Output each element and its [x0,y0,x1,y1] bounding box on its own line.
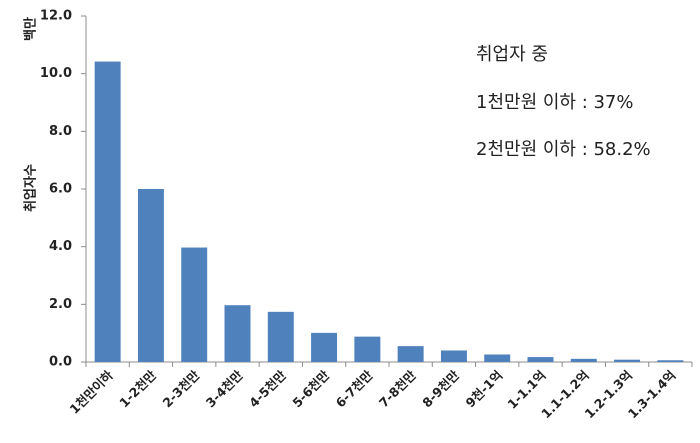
bar [181,247,208,362]
bar [484,354,511,362]
x-tick-label: 1-2천만 [116,367,159,410]
x-tick-label: 2-3천만 [159,367,202,410]
x-tick-label: 8-9천만 [419,367,462,410]
x-tick-label: 7-8천만 [376,367,419,410]
x-tick-label: 6-7천만 [333,367,376,410]
x-tick-label: 3-4천만 [203,367,246,410]
bar [354,336,381,362]
x-tick-label: 1-1.1억 [504,368,548,412]
y-tick-label: 4.0 [49,239,72,254]
bar [311,332,338,362]
x-tick-label: 4-5천만 [246,367,289,410]
bar [614,359,641,362]
bar [440,350,467,362]
annotation-line-2: 1천만원 이하 : 37% [476,92,634,113]
x-tick-labels: 1천만이하 1-2천만 2-3천만 3-4천만 4-5천만 5-6천만 6-7천만 7-8천만… [66,362,693,422]
annotation-line-3: 2천만원 이하 : 58.2% [476,139,651,160]
bar [527,357,554,362]
bar [570,358,597,362]
x-tick-label: 1천만이하 [66,367,116,417]
bar [94,61,121,362]
bar [137,189,164,362]
y-tick-label: 2.0 [49,297,72,312]
y-axis-title: 취업자수 [23,164,39,212]
x-tick-label: 1.3-1.4억 [625,368,679,422]
bar-series [94,61,684,362]
bar [397,346,424,362]
bar [657,360,684,362]
y-tick-label: 8.0 [49,124,72,139]
y-tick-label: 10.0 [40,66,72,81]
x-tick-label: 9천-1억 [462,368,505,411]
bar [267,311,294,362]
annotation-line-1: 취업자 중 [476,44,548,65]
x-tick-label: 5-6천만 [289,367,332,410]
y-tick-label: 0.0 [49,355,72,370]
y-unit-label: 백만 [23,17,39,41]
bar [224,305,251,362]
plot-area [85,16,692,363]
y-tick-label: 6.0 [49,182,72,197]
y-tick-label: 12.0 [40,9,72,24]
y-tick-labels: 0.0 2.0 4.0 6.0 8.0 10.0 12.0 [40,9,86,370]
